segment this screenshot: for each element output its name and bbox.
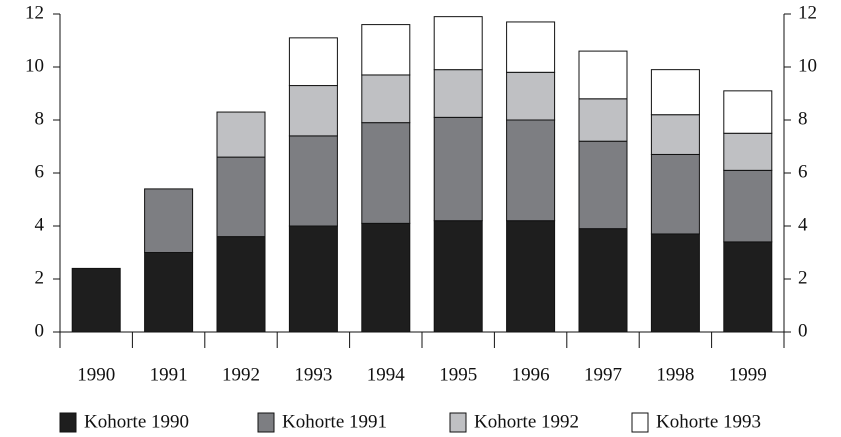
bar-segment [144,188,194,253]
bar-segment [288,85,338,137]
bar-segment [216,111,266,158]
bar-segment [216,156,266,238]
bar-segment [288,225,338,333]
bar-segment [361,74,411,124]
bar-segment [650,69,700,116]
bar-segment [71,267,121,333]
x-tick-label: 1990 [77,364,115,385]
bar-segment [433,116,483,222]
y2-tick-label: 4 [798,214,808,235]
bar-segment [506,21,556,73]
legend-label: Kohorte 1990 [84,411,189,432]
legend-label: Kohorte 1992 [474,411,579,432]
bar-segment [433,69,483,118]
y2-tick-label: 0 [798,320,808,341]
bar-segment [650,233,700,333]
bar-segment [433,220,483,333]
y-tick-label: 6 [35,161,45,182]
x-tick-label: 1999 [729,364,767,385]
bar-segment [650,153,700,235]
x-tick-label: 1994 [367,364,406,385]
bar-segment [578,50,628,100]
x-tick-label: 1995 [439,364,477,385]
y-tick-label: 8 [35,108,45,129]
bar-segment [723,169,773,243]
bar-segment [578,228,628,333]
bar-segment [361,24,411,76]
y-tick-label: 4 [35,214,45,235]
legend-swatch [257,412,275,433]
bar-segment [288,37,338,87]
y-tick-label: 10 [25,55,44,76]
bar-segment [216,236,266,333]
x-tick-label: 1991 [150,364,188,385]
legend-label: Kohorte 1991 [282,411,387,432]
legend-label: Kohorte 1993 [656,411,761,432]
y-tick-label: 12 [25,2,44,23]
bar-segment [433,16,483,71]
bar-segment [144,252,194,333]
bar-segment [723,241,773,333]
y2-tick-label: 6 [798,161,808,182]
bar-segment [723,90,773,134]
y-tick-label: 2 [35,267,45,288]
x-tick-label: 1992 [222,364,260,385]
bar-segment [578,98,628,142]
legend-swatch [631,412,649,433]
y2-tick-label: 2 [798,267,808,288]
bar-segment [506,71,556,121]
bar-segment [578,140,628,230]
bar-segment [506,119,556,222]
bar-segment [361,222,411,333]
y2-tick-label: 10 [798,55,817,76]
bar-segment [288,135,338,227]
x-tick-label: 1996 [512,364,550,385]
y-tick-label: 0 [35,320,45,341]
legend-swatch [59,412,77,433]
x-tick-label: 1998 [656,364,694,385]
bar-segment [650,114,700,155]
legend-swatch [449,412,467,433]
y2-tick-label: 12 [798,2,817,23]
x-tick-label: 1997 [584,364,622,385]
bar-segment [506,220,556,333]
bar-segment [361,122,411,224]
bar-segment [723,132,773,171]
y2-tick-label: 8 [798,108,808,129]
x-tick-label: 1993 [294,364,332,385]
